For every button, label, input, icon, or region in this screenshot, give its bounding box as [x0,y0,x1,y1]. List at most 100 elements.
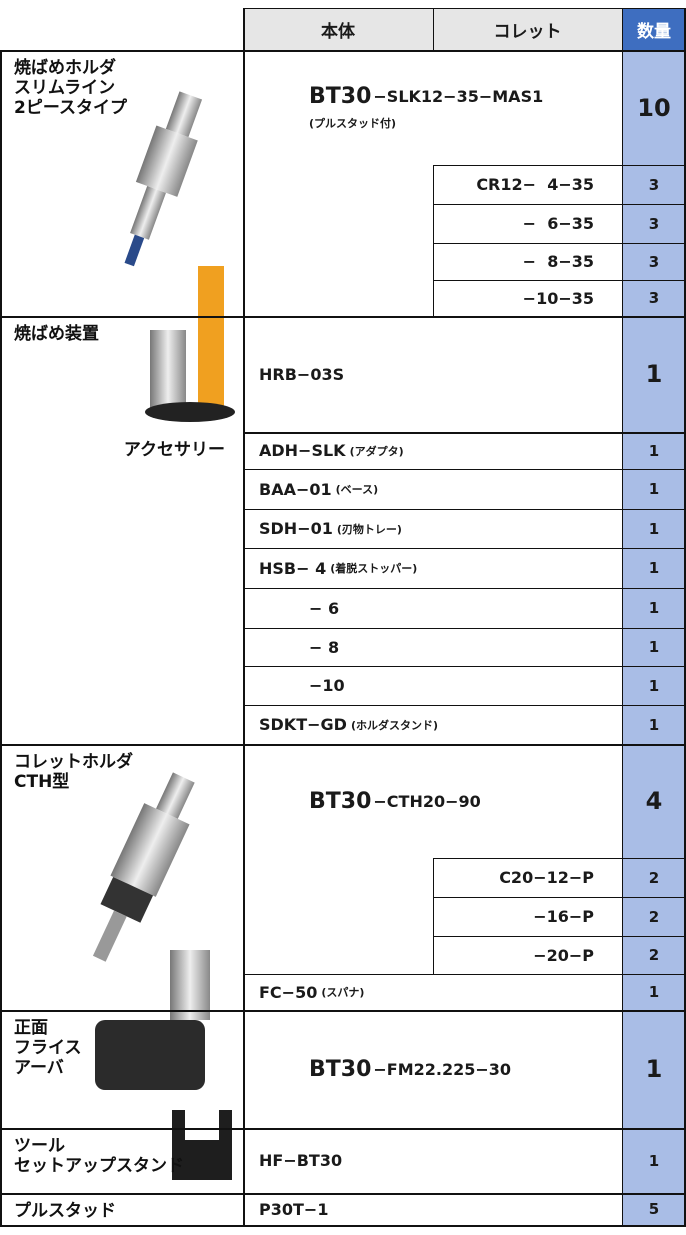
body-text: −FM22.225−30 [373,1059,512,1079]
rule [433,204,434,243]
section-label: アクセサリー [0,432,243,468]
qty-cell: 4 [622,744,686,858]
collet-cell: −16−P [533,907,594,926]
rule [243,1010,686,1012]
collet-cell: −20−P [533,945,594,965]
body-text: − 8 [309,637,340,657]
rule [0,1010,243,1012]
qty-cell: 3 [622,204,686,243]
collet-cell: C20−12−P [499,868,594,887]
body-text: − 6 [309,598,340,618]
rule [243,705,686,706]
note: (着脱ストッパー) [330,562,418,575]
qty-cell: 1 [622,316,686,432]
header-cell: 本体 [243,8,433,50]
collet-cell: − 6−35 [522,214,594,233]
label-line: スリムライン [14,78,116,98]
body-cell: ADH−SLK (アダプタ) [243,432,622,469]
note: (プルスタッド付) [309,117,397,130]
body-text: HF−BT30 [259,1151,343,1170]
rule [243,974,686,975]
body-text: HRB−03S [259,364,345,384]
rule [243,666,686,667]
rule [433,897,686,898]
rule [433,204,686,205]
qty-cell: 2 [622,936,686,974]
qty-cell: 3 [622,280,686,316]
header-cell: 数量 [622,8,686,50]
body-text: −10 [309,676,345,695]
qty-cell: 1 [622,1128,686,1193]
section-label: コレットホルダ CTH型 [0,744,243,800]
rule [243,1193,686,1195]
rule [243,469,686,470]
rule [243,588,686,589]
label-line: 焼ばめホルダ [14,58,116,78]
rule [243,50,686,52]
rule [0,50,243,52]
body-text: FC−50 [259,982,318,1002]
label-line: プルスタッド [14,1201,116,1221]
qty-cell: 1 [622,705,686,744]
body-cell: HSB− 4 (着脱ストッパー) [243,548,622,588]
body-cell: HF−BT30 [243,1128,622,1193]
rule [243,628,686,629]
body-text: −CTH20−90 [373,791,481,811]
section-label: 焼ばめホルダ スリムライン 2ピースタイプ [0,50,243,126]
qty-cell: 3 [622,165,686,204]
rule [243,8,245,1225]
rule [0,1193,243,1195]
qty-cell: 1 [622,469,686,509]
rule [433,936,686,937]
section-label: プルスタッド [0,1193,243,1229]
holder-image [124,91,203,267]
rule [243,8,686,9]
section-label: ツール セットアップスタンド [0,1128,243,1184]
rule [243,316,686,318]
qty-cell: 5 [622,1193,686,1225]
rule [433,243,686,244]
rule [243,744,686,746]
body-text: −SLK12−35−MAS1 [373,87,544,106]
device-image [145,266,235,422]
qty-cell: 2 [622,897,686,936]
label-line: アーバ [14,1058,64,1078]
rule [243,1128,686,1130]
label-line: アクセサリー [123,440,225,460]
body-cell: SDKT−GD (ホルダスタンド) [243,705,622,744]
section-label: 焼ばめ装置 [0,316,243,352]
qty-cell: 1 [622,548,686,588]
rule [243,548,686,549]
qty-cell: 1 [622,1010,686,1128]
note: (刃物トレー) [336,522,402,536]
rule [0,1225,686,1227]
rule [0,744,243,746]
rule [684,8,686,1225]
body-cell: − 6 [243,588,622,628]
rule [433,858,434,897]
rule [433,897,434,936]
collet-holder-image [92,772,195,962]
rule [0,1128,243,1130]
note: (ホルダスタンド) [350,718,438,732]
qty-cell: 2 [622,858,686,897]
qty-cell: 10 [622,50,686,165]
body-cell: − 8 [243,628,622,666]
rule [433,8,434,50]
collet-cell: CR12− 4−35 [476,175,594,194]
label-line: 2ピースタイプ [14,98,127,118]
label-line: コレットホルダ [14,752,133,772]
section-label: 正面 フライス アーバ [0,1010,243,1086]
label-line: CTH型 [14,772,70,792]
rule [622,8,623,1225]
rule [433,280,686,281]
note: (ベース) [335,483,379,496]
body-cell: BT30 −FM22.225−30 [243,1010,622,1128]
body-text: SDKT−GD [259,715,347,734]
rule [433,936,434,974]
body-text: BAA−01 [259,479,332,499]
body-cell: P30T−1 [243,1193,622,1225]
qty-cell: 1 [622,432,686,469]
body-text: SDH−01 [259,519,333,538]
